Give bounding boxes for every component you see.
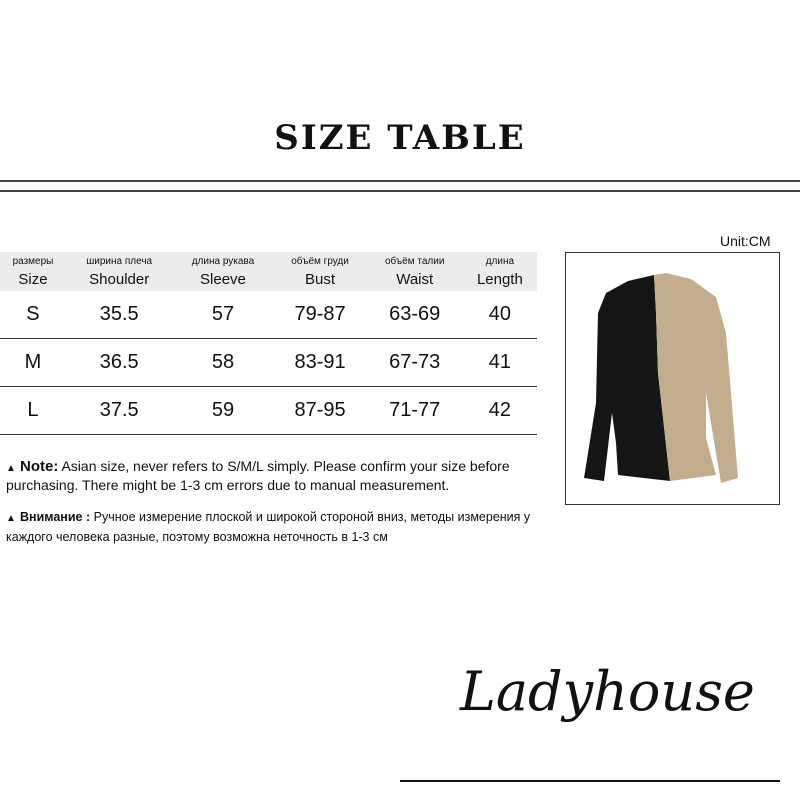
- page-title: SIZE TABLE: [274, 118, 526, 158]
- table-cell: M: [0, 338, 66, 387]
- table-cell: 40: [462, 291, 537, 339]
- table-row: S 35.5 57 79-87 63-69 40: [0, 291, 537, 339]
- header-en: Waist: [396, 271, 434, 288]
- table-cell: 83-91: [273, 338, 367, 387]
- column-header: объём талии Waist: [367, 252, 463, 291]
- header-ru: объём груди: [291, 256, 349, 267]
- table-cell: 67-73: [366, 338, 463, 387]
- triangle-icon: ▲: [6, 463, 16, 474]
- column-header: длина Length: [463, 252, 537, 291]
- header-en: Size: [18, 271, 48, 288]
- unit-label: Unit:CM: [720, 233, 771, 249]
- table-cell: 79-87: [273, 291, 367, 339]
- header-ru: размеры: [12, 256, 54, 267]
- header-ru: длина рукава: [191, 256, 255, 267]
- table-header-row: размеры Size ширина плеча Shoulder длина рук…: [0, 252, 537, 291]
- table-cell: L: [0, 386, 66, 435]
- divider: [0, 180, 800, 182]
- divider: [0, 190, 800, 192]
- product-image: [565, 252, 780, 505]
- logo-underline: [400, 780, 780, 782]
- table-cell: 71-77: [366, 386, 463, 435]
- product-image-shirt: [584, 273, 738, 483]
- table-row: L 37.5 59 87-95 71-77 42: [0, 386, 537, 435]
- header-ru: ширина плеча: [86, 256, 153, 267]
- note-text: Ручное измерение плоской и широкой сторо…: [6, 510, 531, 544]
- header-en: Shoulder: [89, 271, 150, 288]
- header-en: Bust: [305, 271, 336, 288]
- table-cell: S: [0, 291, 66, 339]
- note-russian: ▲ Внимание : Ручное измерение плоской и ш…: [6, 508, 546, 547]
- table-cell: 42: [462, 386, 537, 435]
- table-cell: 41: [462, 338, 537, 387]
- table-cell: 37.5: [65, 386, 173, 435]
- note-english: ▲ Note: Asian size, never refers to S/M/L…: [6, 458, 546, 493]
- shirt-black-half: [584, 275, 670, 481]
- note-text: Asian size, never refers to S/M/L simply…: [6, 458, 510, 493]
- table-cell: 63-69: [366, 291, 463, 339]
- column-header: размеры Size: [0, 252, 66, 291]
- table-row: M 36.5 58 83-91 67-73 41: [0, 338, 537, 387]
- table-cell: 87-95: [273, 386, 367, 435]
- note-label: Внимание :: [20, 510, 91, 524]
- table-cell: 57: [172, 291, 274, 339]
- header-ru: объём талии: [384, 256, 445, 267]
- shirt-beige-half: [654, 273, 738, 483]
- column-header: ширина плеча Shoulder: [66, 252, 173, 291]
- table-cell: 36.5: [65, 338, 173, 387]
- table-cell: 59: [172, 386, 274, 435]
- header-ru: длина: [485, 256, 515, 267]
- column-header: объём груди Bust: [273, 252, 366, 291]
- note-label: Note:: [20, 458, 59, 475]
- table-cell: 35.5: [65, 291, 173, 339]
- table-cell: 58: [172, 338, 274, 387]
- brand-logo: Ladyhouse: [460, 660, 755, 723]
- header-en: Length: [476, 271, 523, 288]
- triangle-icon: ▲: [6, 513, 16, 524]
- column-header: длина рукава Sleeve: [172, 252, 273, 291]
- header-en: Sleeve: [200, 271, 246, 288]
- size-table: размеры Size ширина плеча Shoulder длина рук…: [0, 252, 537, 435]
